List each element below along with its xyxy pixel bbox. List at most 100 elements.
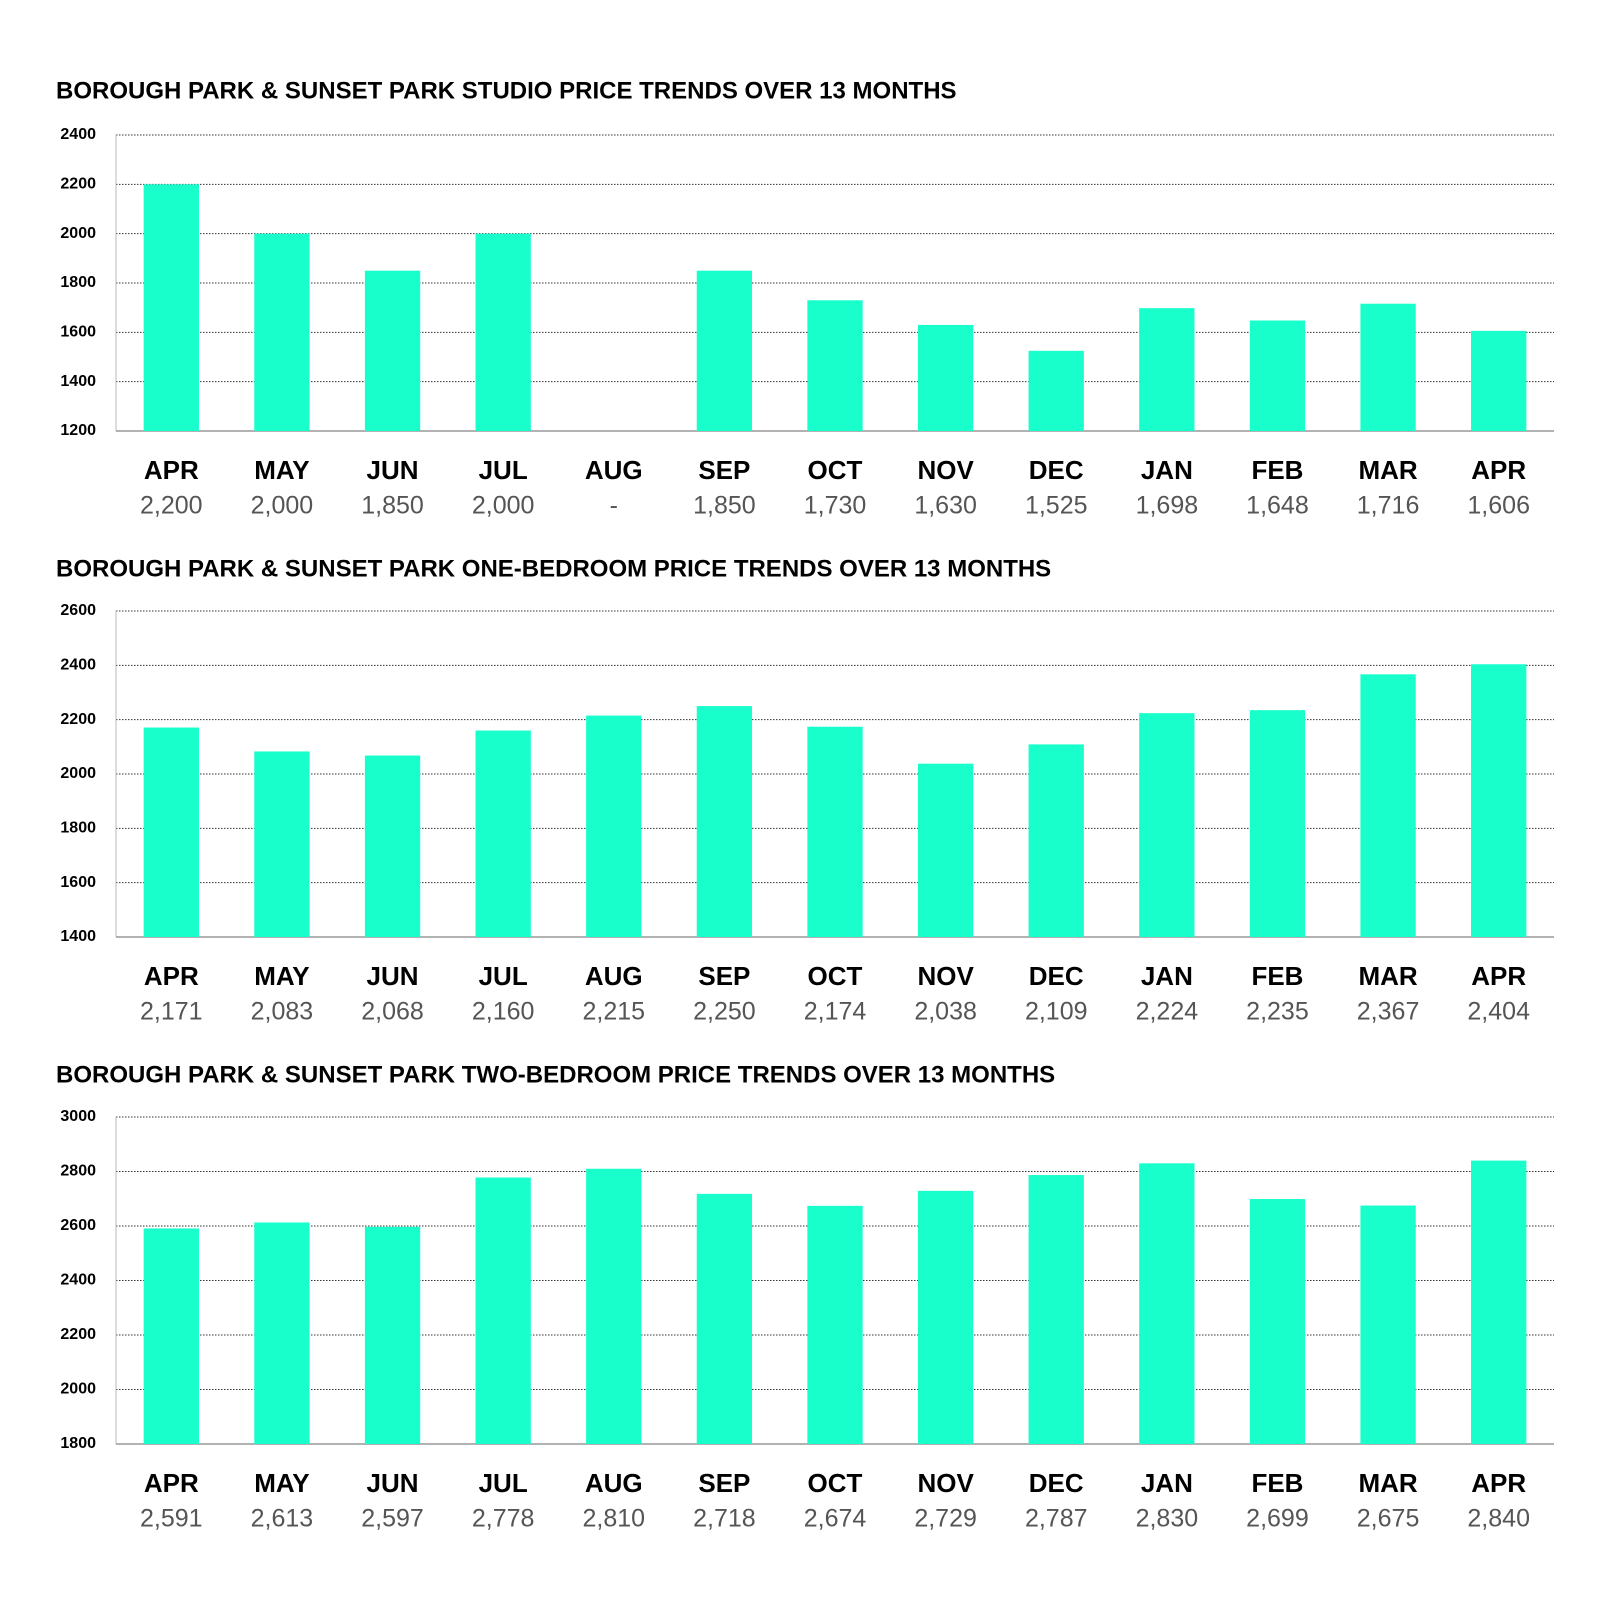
- value-label: 2,235: [1246, 998, 1309, 1026]
- value-label: 2,699: [1246, 1505, 1309, 1533]
- bar: [143, 727, 199, 937]
- x-tick-label: JUN: [367, 961, 419, 991]
- chart-title: BOROUGH PARK & SUNSET PARK ONE-BEDROOM P…: [56, 555, 1051, 582]
- value-label: 1,698: [1136, 492, 1199, 520]
- bar: [475, 233, 531, 431]
- bar: [1028, 744, 1084, 937]
- x-tick-label: MAR: [1358, 1468, 1417, 1498]
- bar: [1249, 1199, 1306, 1444]
- value-label: 2,404: [1467, 998, 1530, 1026]
- bar: [807, 1205, 863, 1444]
- bar: [917, 1190, 974, 1444]
- bar: [1360, 303, 1416, 431]
- value-label: 2,224: [1136, 998, 1199, 1026]
- x-tick-label: AUG: [585, 1468, 643, 1498]
- x-tick-label: JUL: [479, 1468, 528, 1498]
- x-tick-label: OCT: [808, 455, 863, 485]
- x-tick-label: MAY: [254, 1468, 309, 1498]
- value-label: 1,730: [804, 492, 867, 520]
- y-tick-label: 2400: [60, 126, 96, 143]
- x-tick-label: APR: [1471, 1468, 1526, 1498]
- y-tick-label: 2400: [60, 657, 96, 674]
- x-tick-label: APR: [144, 1468, 199, 1498]
- y-tick-label: 1600: [60, 324, 96, 341]
- x-tick-label: OCT: [808, 1468, 863, 1498]
- value-label: 2,840: [1467, 1505, 1530, 1533]
- value-label: 2,810: [582, 1505, 645, 1533]
- value-label: 2,200: [140, 492, 203, 520]
- x-tick-label: APR: [1471, 455, 1526, 485]
- y-tick-label: 2000: [60, 765, 96, 782]
- x-tick-label: FEB: [1251, 455, 1303, 485]
- bar: [1471, 1160, 1527, 1444]
- y-tick-label: 1400: [60, 928, 96, 945]
- x-tick-label: NOV: [917, 961, 974, 991]
- y-tick-label: 2000: [60, 225, 96, 242]
- bar: [1249, 710, 1306, 937]
- value-label: 2,171: [140, 998, 203, 1026]
- bar: [696, 706, 753, 937]
- bar: [254, 1222, 310, 1444]
- x-tick-label: MAY: [254, 455, 309, 485]
- x-tick-label: MAR: [1358, 961, 1417, 991]
- value-label: 1,525: [1025, 492, 1088, 520]
- value-label: 2,000: [472, 492, 535, 520]
- x-tick-label: JUN: [367, 1468, 419, 1498]
- value-label: 2,675: [1357, 1505, 1420, 1533]
- y-tick-label: 1200: [60, 422, 96, 439]
- bar: [475, 1177, 531, 1444]
- value-label: 2,597: [361, 1505, 424, 1533]
- x-tick-label: AUG: [585, 455, 643, 485]
- x-tick-label: AUG: [585, 961, 643, 991]
- x-tick-label: JAN: [1141, 1468, 1193, 1498]
- x-tick-label: JAN: [1141, 455, 1193, 485]
- value-label: 1,606: [1467, 492, 1530, 520]
- y-tick-label: 2600: [60, 602, 96, 619]
- bar: [254, 233, 310, 431]
- bar: [1139, 1163, 1195, 1444]
- x-tick-label: SEP: [698, 961, 750, 991]
- value-label: 1,850: [693, 492, 756, 520]
- bar: [1471, 330, 1527, 431]
- bar: [807, 726, 863, 937]
- bar: [1139, 713, 1195, 937]
- y-tick-label: 1800: [60, 274, 96, 291]
- y-tick-label: 2600: [60, 1217, 96, 1234]
- bar: [1249, 320, 1306, 431]
- bar: [143, 1228, 199, 1444]
- y-tick-label: 2200: [60, 711, 96, 728]
- bar: [1028, 350, 1084, 431]
- x-tick-label: SEP: [698, 1468, 750, 1498]
- x-tick-label: DEC: [1029, 961, 1084, 991]
- value-label: 2,038: [914, 998, 977, 1026]
- value-label: 2,174: [804, 998, 867, 1026]
- value-label: 2,000: [251, 492, 314, 520]
- x-tick-label: APR: [144, 961, 199, 991]
- x-tick-label: APR: [144, 455, 199, 485]
- value-label: 2,250: [693, 998, 756, 1026]
- x-tick-label: SEP: [698, 455, 750, 485]
- bar: [917, 763, 974, 937]
- x-tick-label: JUL: [479, 455, 528, 485]
- bar: [143, 184, 199, 431]
- y-tick-label: 2400: [60, 1272, 96, 1289]
- bar: [696, 270, 753, 431]
- x-tick-label: JUN: [367, 455, 419, 485]
- value-label: 2,787: [1025, 1505, 1088, 1533]
- x-tick-label: JUL: [479, 961, 528, 991]
- value-label: 2,830: [1136, 1505, 1199, 1533]
- value-label: 1,630: [914, 492, 977, 520]
- y-tick-label: 1400: [60, 373, 96, 390]
- bar: [1028, 1175, 1084, 1444]
- x-tick-label: FEB: [1251, 961, 1303, 991]
- x-tick-label: JAN: [1141, 961, 1193, 991]
- value-label: 2,109: [1025, 998, 1088, 1026]
- bar: [1471, 664, 1527, 937]
- value-label: 2,367: [1357, 998, 1420, 1026]
- x-tick-label: NOV: [917, 455, 974, 485]
- y-tick-label: 2200: [60, 176, 96, 193]
- y-tick-label: 2800: [60, 1163, 96, 1180]
- value-label: 1,716: [1357, 492, 1420, 520]
- x-tick-label: NOV: [917, 1468, 974, 1498]
